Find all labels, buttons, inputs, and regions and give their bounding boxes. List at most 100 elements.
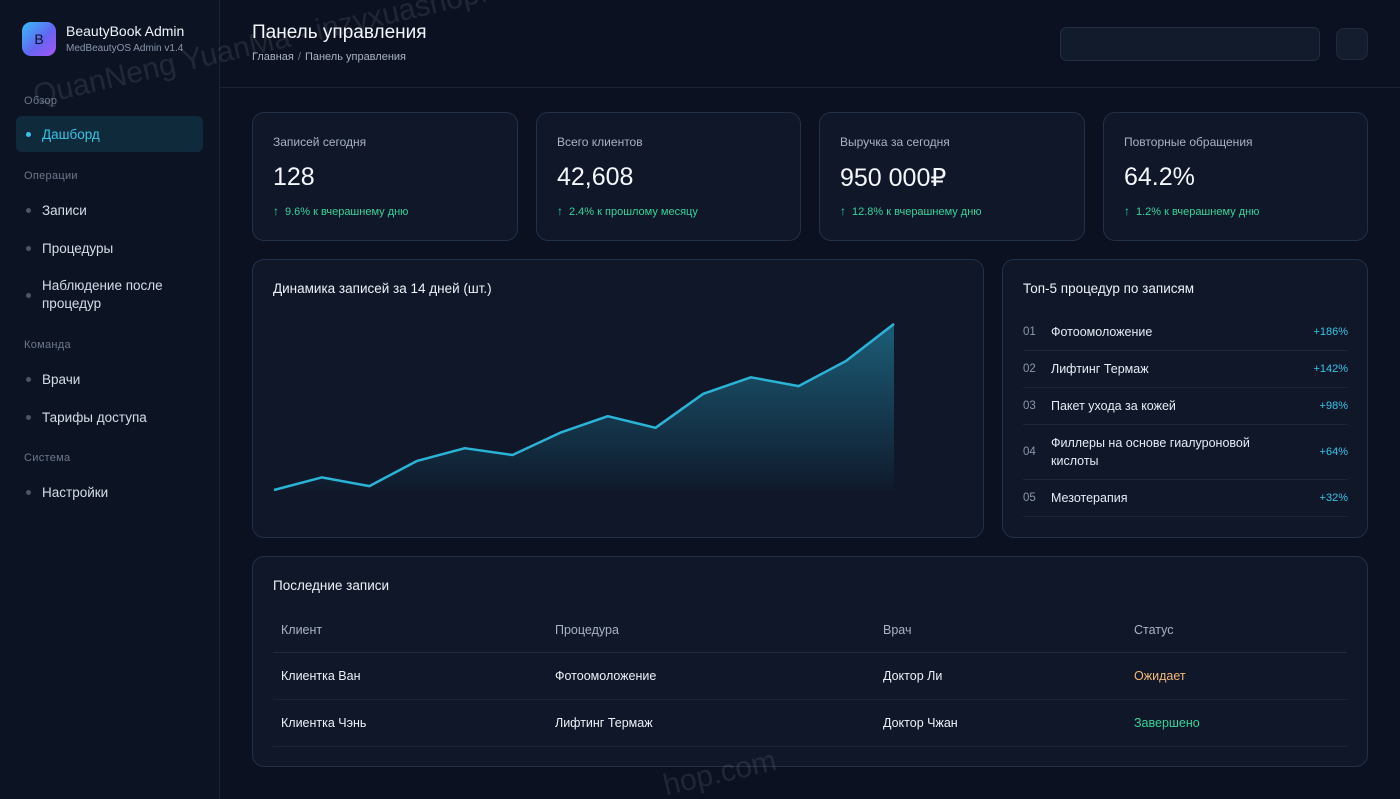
rank: 02 [1023,363,1036,375]
sidebar-item-settings[interactable]: Настройки [16,482,203,502]
column-header[interactable]: Клиент [273,609,547,653]
recent-appointments-card: Последние записи Клиент Процедура Врач С… [252,556,1368,767]
column-header[interactable]: Процедура [547,609,875,653]
procedure-delta: +64% [1319,446,1348,458]
procedure-delta: +98% [1319,400,1348,412]
doctor-cell: Доктор Чжан [875,699,1126,747]
recent-appointments-table: Клиент Процедура Врач Статус Клиентка Ва… [273,609,1347,747]
section-label-team: Команда [24,339,71,351]
brand-title: BeautyBook Admin [66,23,185,39]
sidebar-item-label: Записи [42,202,87,218]
top-procedures-list: 01 Фотоомоложение +186% 02 Лифтинг Терма… [1023,314,1348,517]
kpi-label: Всего клиентов [557,135,643,149]
breadcrumb: Главная / Панель управления [252,51,406,63]
rank: 03 [1023,400,1036,412]
page-title: Панель управления [252,22,427,43]
kpi-value: 128 [273,163,315,191]
sidebar-item-label: Дашборд [42,126,100,142]
bullet-icon [26,292,31,298]
bullet-icon [26,131,31,137]
kpi-label: Выручка за сегодня [840,135,950,149]
kpi-value: 950 000₽ [840,164,947,192]
notification-button[interactable] [1336,28,1368,60]
procedure-name: Фотоомоложение [1051,325,1153,339]
search-input[interactable] [1060,27,1320,61]
chart-series-line [273,322,895,492]
sidebar-item-label: Наблюдение после процедур [42,278,163,311]
sidebar-item-doctors[interactable]: Врачи [16,369,203,389]
rank: 01 [1023,326,1036,338]
brand-logo: B [22,22,56,56]
recent-title: Последние записи [273,578,390,593]
arrow-up-icon: ↑ [840,204,846,218]
procedure-delta: +186% [1313,326,1348,338]
column-header[interactable]: Статус [1126,609,1347,653]
sidebar: B BeautyBook Admin MedBeautyOS Admin v1.… [0,0,220,799]
sidebar-item-label: Врачи [42,371,81,387]
breadcrumb-current: Панель управления [304,51,406,63]
page-header: Панель управления Главная / Панель управле… [220,0,1400,88]
list-item[interactable]: 02 Лифтинг Термаж +142% [1023,351,1348,388]
kpi-delta: ↑ 2.4% к прошлому месяцу [557,204,698,218]
bullet-icon [26,489,31,495]
chart-card: Динамика записей за 14 дней (шт.) [252,259,984,538]
rank: 05 [1023,492,1036,504]
kpi-delta: ↑ 1.2% к вчерашнему дню [1124,204,1260,218]
procedure-delta: +32% [1319,492,1348,504]
kpi-label: Записей сегодня [273,135,367,149]
chart-title: Динамика записей за 14 дней (шт.) [273,281,492,296]
procedure-name: Лифтинг Термаж [1051,362,1149,376]
procedure-cell: Лифтинг Термаж [547,699,875,747]
section-label-overview: Обзор [24,95,58,107]
table-header-row: Клиент Процедура Врач Статус [273,609,1347,653]
table-row[interactable]: Клиентка Чэнь Лифтинг Термаж Доктор Чжан… [273,699,1347,747]
rank: 04 [1023,446,1036,458]
client-cell: Клиентка Чэнь [273,699,547,747]
sidebar-item-plans[interactable]: Тарифы доступа [16,407,203,427]
list-item[interactable]: 01 Фотоомоложение +186% [1023,314,1348,351]
appointments-chart [273,322,895,492]
kpi-value: 42,608 [557,163,634,191]
procedure-cell: Фотоомоложение [547,652,875,700]
brand-subtitle: MedBeautyOS Admin v1.4 [66,43,184,54]
section-label-system: Система [24,452,71,464]
arrow-up-icon: ↑ [273,204,279,218]
kpi-delta: ↑ 12.8% к вчерашнему дню [840,204,982,218]
bullet-icon [26,207,31,213]
kpi-value: 64.2% [1124,163,1195,191]
sidebar-item-aftercare[interactable]: Наблюдение после процедур [16,276,203,314]
procedure-name: Филлеры на основе гиалуроновой кислоты [1051,436,1250,468]
procedure-name: Мезотерапия [1051,491,1128,505]
brand[interactable]: B BeautyBook Admin MedBeautyOS Admin v1.… [22,22,184,56]
bullet-icon [26,414,31,420]
chart-area [274,323,894,490]
kpi-card-clients: Всего клиентов 42,608 ↑ 2.4% к прошлому м… [536,112,801,241]
list-item[interactable]: 05 Мезотерапия +32% [1023,480,1348,517]
bullet-icon [26,376,31,382]
section-label-operations: Операции [24,170,78,182]
procedure-name: Пакет ухода за кожей [1051,399,1176,413]
kpi-label: Повторные обращения [1124,135,1253,149]
kpi-card-repeat: Повторные обращения 64.2% ↑ 1.2% к вчераш… [1103,112,1368,241]
list-item[interactable]: 03 Пакет ухода за кожей +98% [1023,388,1348,425]
sidebar-item-label: Настройки [42,484,109,500]
bullet-icon [26,245,31,251]
kpi-card-appointments: Записей сегодня 128 ↑ 9.6% к вчерашнему д… [252,112,518,241]
sidebar-item-dashboard[interactable]: Дашборд [16,116,203,152]
breadcrumb-home[interactable]: Главная [252,51,294,63]
doctor-cell: Доктор Ли [875,652,1126,700]
column-header[interactable]: Врач [875,609,1126,653]
kpi-delta: ↑ 9.6% к вчерашнему дню [273,204,409,218]
top-procedures-title: Топ-5 процедур по записям [1023,281,1195,296]
list-item[interactable]: 04 Филлеры на основе гиалуроновой кислот… [1023,425,1348,480]
table-row[interactable]: Клиентка Ван Фотоомоложение Доктор Ли Ож… [273,652,1347,700]
sidebar-item-procedures[interactable]: Процедуры [16,238,203,258]
top-procedures-card: Топ-5 процедур по записям 01 Фотоомоложе… [1002,259,1368,538]
sidebar-item-label: Тарифы доступа [42,409,147,425]
procedure-delta: +142% [1313,363,1348,375]
status-badge: Завершено [1126,699,1347,747]
sidebar-item-label: Процедуры [42,240,114,256]
arrow-up-icon: ↑ [557,204,563,218]
sidebar-item-appointments[interactable]: Записи [16,200,203,220]
arrow-up-icon: ↑ [1124,204,1130,218]
